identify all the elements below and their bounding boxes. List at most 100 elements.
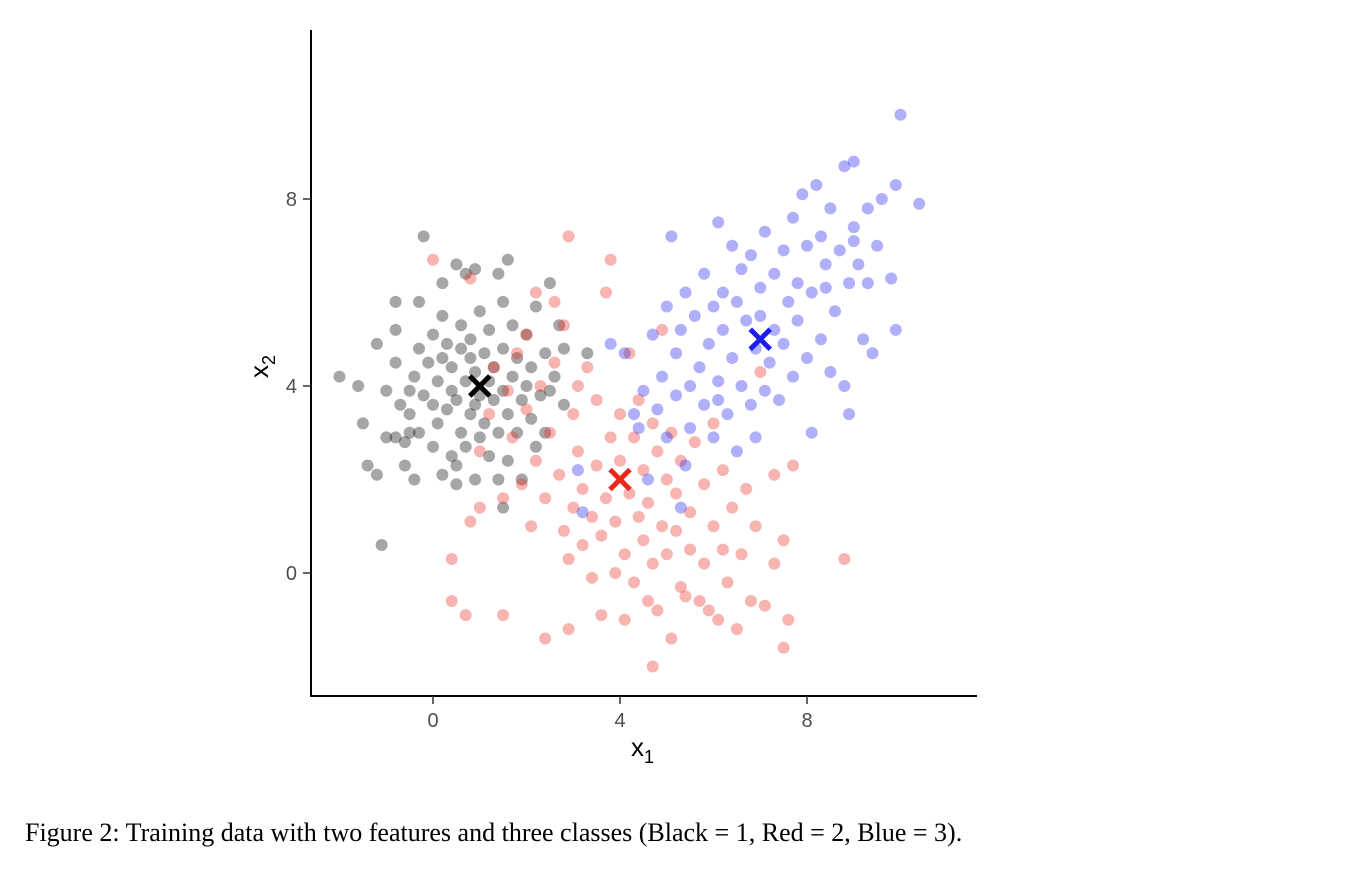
data-point-class-2	[515, 478, 528, 491]
data-point-class-3	[712, 216, 725, 229]
data-point-class-3	[707, 431, 720, 444]
data-point-class-1	[553, 319, 566, 332]
data-point-class-3	[660, 431, 673, 444]
data-point-class-3	[819, 258, 832, 271]
centroid-marker-class-3	[748, 327, 773, 352]
data-point-class-3	[763, 356, 776, 369]
data-point-class-1	[441, 403, 453, 416]
data-point-class-1	[398, 459, 411, 472]
data-point-class-2	[604, 253, 617, 266]
data-point-class-1	[445, 384, 458, 397]
data-point-class-3	[885, 272, 898, 285]
data-point-class-3	[754, 309, 767, 322]
data-point-class-2	[543, 426, 556, 439]
data-point-class-1	[534, 389, 547, 402]
data-point-class-3	[642, 473, 654, 486]
data-point-class-3	[796, 188, 809, 201]
data-point-class-2	[618, 613, 631, 626]
data-point-class-2	[571, 445, 584, 458]
data-point-class-3	[744, 249, 757, 262]
data-point-class-1	[450, 478, 463, 491]
data-point-class-2	[740, 482, 753, 495]
data-point-class-1	[501, 454, 514, 467]
data-point-class-3	[758, 384, 771, 397]
data-point-class-3	[749, 431, 762, 444]
data-point-class-3	[773, 394, 785, 406]
data-point-class-2	[665, 632, 678, 645]
data-point-class-2	[712, 613, 725, 626]
data-point-class-3	[777, 337, 790, 350]
data-point-class-1	[352, 380, 365, 392]
data-point-class-2	[497, 492, 510, 505]
data-point-class-2	[674, 454, 687, 467]
data-point-class-2	[600, 286, 612, 299]
data-point-class-2	[670, 524, 683, 537]
data-point-class-2	[614, 408, 626, 421]
data-point-class-3	[754, 281, 767, 294]
data-point-class-3	[875, 193, 888, 205]
data-point-class-3	[698, 398, 711, 411]
data-point-class-1	[361, 459, 374, 472]
data-point-class-1	[413, 342, 425, 355]
centroid-stroke	[467, 374, 492, 398]
data-point-class-2	[651, 445, 664, 458]
data-point-class-3	[861, 202, 874, 215]
y-axis-title: x2	[244, 355, 279, 378]
data-point-class-3	[787, 370, 799, 383]
data-point-class-1	[436, 352, 449, 364]
data-point-class-1	[525, 412, 538, 425]
data-point-class-3	[847, 221, 860, 234]
data-point-class-2	[497, 609, 510, 622]
data-point-class-2	[539, 632, 552, 645]
data-point-class-1	[464, 333, 477, 346]
data-point-class-3	[894, 108, 907, 121]
data-point-class-3	[670, 389, 683, 402]
data-point-class-3	[768, 267, 781, 280]
data-point-class-1	[441, 337, 453, 350]
data-point-class-1	[497, 295, 510, 308]
data-point-class-3	[871, 239, 884, 252]
data-point-class-1	[427, 328, 439, 341]
data-point-class-1	[389, 323, 402, 336]
data-point-class-1	[511, 352, 524, 364]
data-point-class-2	[726, 501, 739, 514]
data-point-class-3	[684, 422, 697, 435]
data-point-class-3	[576, 506, 589, 519]
data-point-class-1	[497, 384, 510, 397]
data-point-class-3	[716, 286, 729, 299]
data-point-class-1	[581, 347, 594, 360]
data-point-class-1	[548, 370, 561, 383]
data-point-class-2	[646, 660, 659, 673]
x-tick-label: 4	[614, 710, 625, 732]
data-point-class-1	[464, 408, 477, 421]
data-point-class-2	[590, 394, 603, 406]
data-point-class-3	[651, 403, 664, 416]
data-point-class-1	[436, 468, 449, 481]
data-point-class-2	[749, 520, 762, 533]
data-point-class-3	[838, 380, 851, 392]
data-point-class-3	[819, 281, 832, 294]
data-point-class-3	[656, 370, 669, 383]
centroid-layer	[467, 327, 773, 492]
data-point-class-1	[436, 277, 449, 290]
data-point-class-1	[520, 328, 533, 341]
data-point-class-2	[557, 524, 570, 537]
data-point-class-2	[632, 394, 645, 406]
data-point-class-1	[408, 370, 421, 383]
data-point-class-3	[571, 464, 584, 477]
data-point-class-1	[398, 436, 411, 449]
data-point-class-2	[688, 436, 701, 449]
data-point-class-1	[478, 347, 491, 360]
data-point-class-3	[758, 225, 771, 238]
data-point-class-1	[539, 426, 552, 439]
data-point-class-2	[604, 431, 617, 444]
data-point-class-2	[674, 581, 687, 593]
data-point-class-2	[623, 487, 636, 500]
data-point-class-1	[445, 450, 458, 463]
data-point-class-2	[567, 408, 580, 421]
data-point-class-3	[726, 239, 739, 252]
data-point-class-2	[539, 492, 552, 505]
data-point-class-1	[464, 352, 477, 364]
data-point-class-2	[464, 272, 477, 285]
data-point-class-2	[651, 604, 664, 617]
